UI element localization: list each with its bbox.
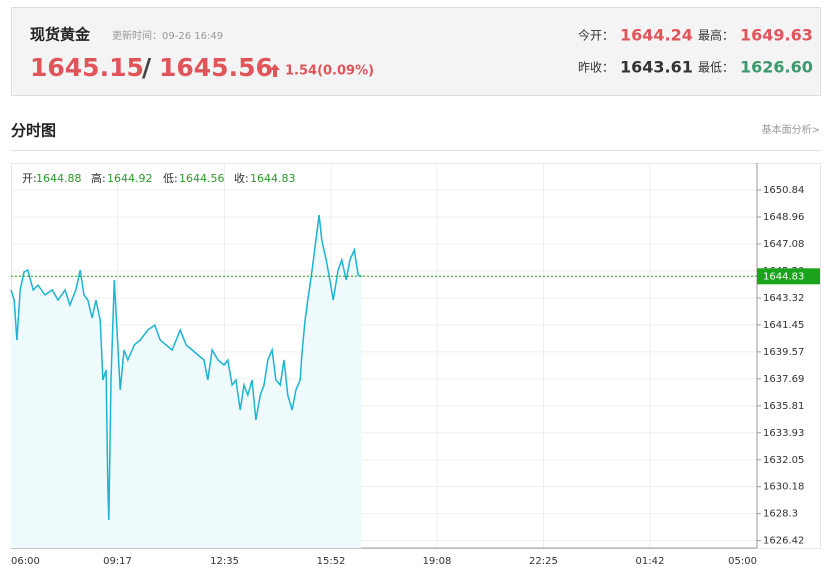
x-tick-label: 19:08 xyxy=(423,556,452,567)
x-tick-label: 05:00 xyxy=(728,556,757,567)
instrument-title: 现货黄金 xyxy=(30,26,91,44)
prev-close-label: 昨收： xyxy=(578,61,614,75)
ohlc-low-label: 低: xyxy=(163,172,178,185)
y-tick-label: 1647.08 xyxy=(763,239,804,250)
last-price-label: 1644.83 xyxy=(763,271,804,282)
low-label: 最低： xyxy=(698,61,734,75)
y-tick-label: 1626.42 xyxy=(763,536,804,547)
x-tick-label: 01:42 xyxy=(636,556,665,567)
price-line xyxy=(10,214,363,521)
price-area xyxy=(11,215,362,548)
prev-close-value: 1643.61 xyxy=(620,58,693,77)
y-tick-label: 1648.96 xyxy=(763,212,804,223)
ohlc-close: 1644.83 xyxy=(250,172,296,185)
y-tick-label: 1639.57 xyxy=(763,347,804,358)
open-label: 今开： xyxy=(578,28,614,43)
low-value: 1626.60 xyxy=(740,58,813,77)
price-change: 1.54(0.09%) xyxy=(285,64,374,79)
y-tick-label: 1643.32 xyxy=(763,293,804,304)
ohlc-high: 1644.92 xyxy=(107,172,153,185)
ohlc-low: 1644.56 xyxy=(179,172,225,185)
x-tick-label: 15:52 xyxy=(317,556,346,567)
ohlc-open-label: 开: xyxy=(22,172,37,185)
ohlc-high-label: 高: xyxy=(91,171,106,185)
ask-price: 1645.56 xyxy=(159,53,273,82)
ohlc-close-label: 收: xyxy=(234,171,249,185)
ohlc-open: 1644.88 xyxy=(36,172,82,185)
high-label: 最高： xyxy=(698,28,734,43)
x-tick-label: 22:25 xyxy=(529,556,558,567)
y-tick-label: 1632.05 xyxy=(763,455,804,466)
plot: 1650.841648.961647.081645.201643.321641.… xyxy=(10,163,820,567)
y-tick-label: 1633.93 xyxy=(763,428,804,439)
quote-panel xyxy=(11,7,821,96)
y-tick-label: 1641.45 xyxy=(763,320,804,331)
y-tick-label: 1630.18 xyxy=(763,482,804,493)
x-tick-label: 12:35 xyxy=(210,556,239,567)
open-value: 1644.24 xyxy=(620,26,693,45)
up-arrow xyxy=(270,64,280,77)
last-price-box xyxy=(757,268,820,285)
high-value: 1649.63 xyxy=(740,26,813,45)
y-tick-label: 1637.69 xyxy=(763,374,804,385)
y-tick-label: 1628.3 xyxy=(763,509,798,520)
section-title: 分时图 xyxy=(11,122,56,140)
separator: / xyxy=(142,53,152,82)
bid-price: 1645.15 xyxy=(30,53,144,82)
y-tick-label: 1650.84 xyxy=(763,185,804,196)
analysis-link[interactable]: 基本面分析> xyxy=(762,123,820,136)
y-tick-label: 1635.81 xyxy=(763,401,804,412)
x-tick-label: 06:00 xyxy=(11,556,40,567)
x-tick-label: 09:17 xyxy=(103,556,132,567)
update-time: 更新时间：09-26 16:49 xyxy=(112,29,223,42)
